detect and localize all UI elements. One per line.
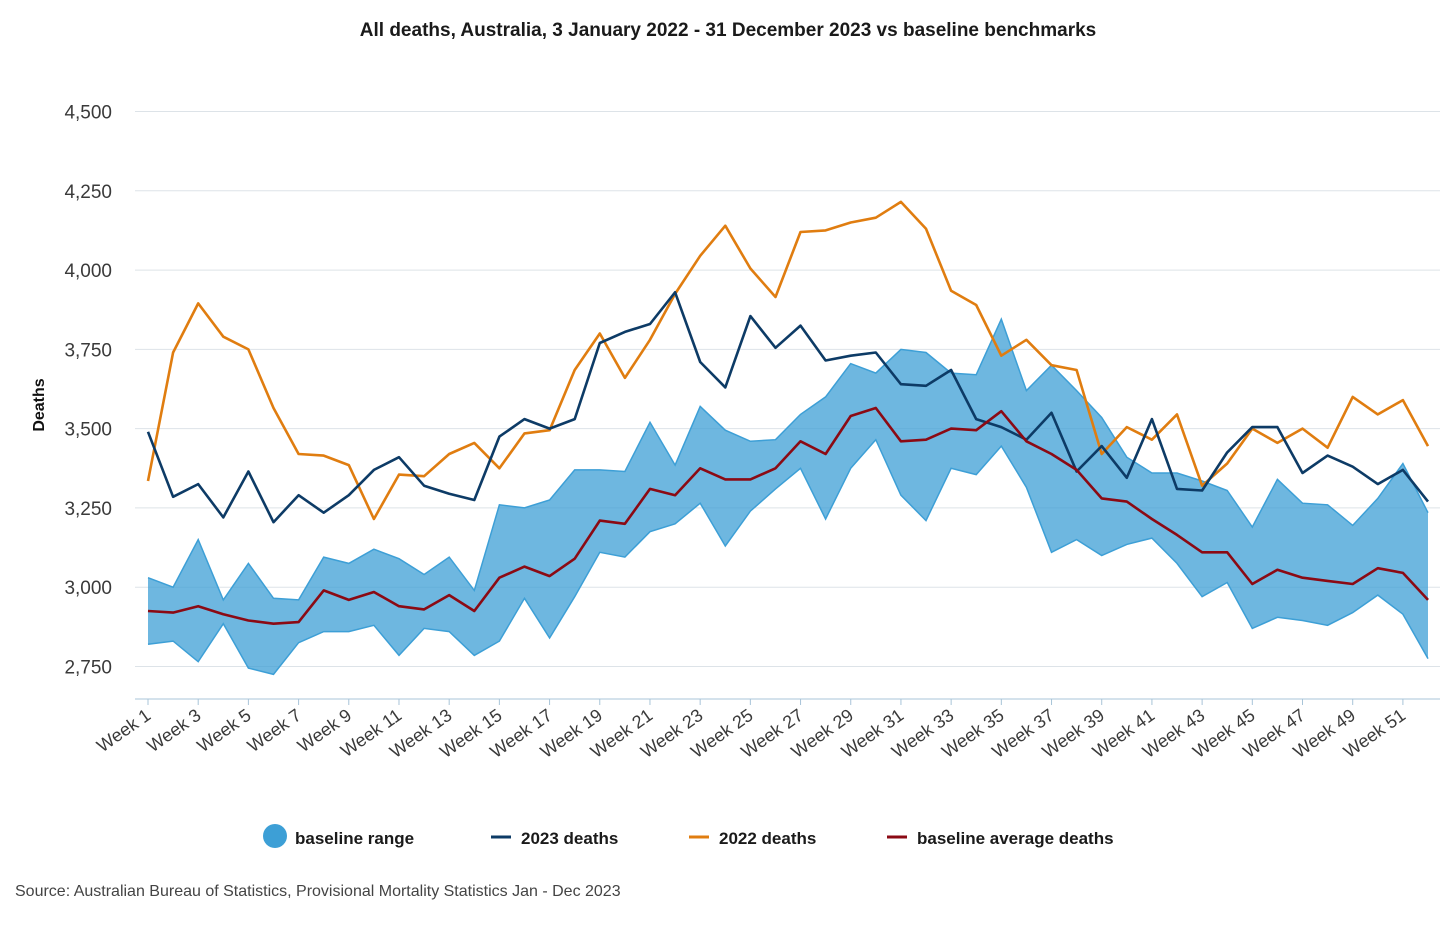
legend-label: 2022 deaths <box>719 829 816 848</box>
chart-title: All deaths, Australia, 3 January 2022 - … <box>360 20 1096 41</box>
legend-item: 2023 deaths <box>491 829 618 848</box>
x-tick-label: Week 3 <box>143 705 204 756</box>
y-tick-label: 4,250 <box>64 182 112 203</box>
y-tick-label: 4,500 <box>64 103 112 124</box>
y-tick-label: 3,250 <box>64 499 112 520</box>
series-line-baseline-average-deaths <box>147 406 1429 625</box>
baseline-range-band <box>147 317 1429 676</box>
legend: baseline range 2023 deaths 2022 deaths base… <box>263 824 1114 848</box>
legend-label: baseline average deaths <box>917 829 1114 848</box>
x-tick-label: Week 1 <box>93 705 154 756</box>
baseline-range-lower-edge <box>147 438 1429 676</box>
legend-item: 2022 deaths <box>689 829 816 848</box>
legend-label: baseline range <box>295 829 414 848</box>
series-line-2023-deaths <box>146 291 1430 524</box>
legend-swatch-dot <box>263 824 287 848</box>
y-tick-label: 4,000 <box>64 261 112 282</box>
y-tick-label: 3,000 <box>64 578 112 599</box>
y-axis-ticks: 2,750 3,000 3,250 3,500 3,750 4,000 4,250 4,500 <box>64 103 112 679</box>
y-tick-label: 3,750 <box>64 340 112 361</box>
legend-label: 2023 deaths <box>521 829 618 848</box>
baseline-range-upper-edge <box>147 317 1429 602</box>
x-tick-label: Week 7 <box>244 705 305 756</box>
x-tick-label: Week 5 <box>193 705 254 756</box>
y-axis-label: Deaths <box>31 378 48 431</box>
source-note: Source: Australian Bureau of Statistics,… <box>15 883 621 900</box>
series-lines <box>146 200 1430 625</box>
legend-item: baseline average deaths <box>887 829 1114 848</box>
baseline-range-area <box>148 319 1428 675</box>
y-tick-label: 2,750 <box>64 658 112 679</box>
y-tick-label: 3,500 <box>64 420 112 441</box>
series-line-2022-deaths <box>146 200 1430 521</box>
legend-item: baseline range <box>263 824 414 848</box>
